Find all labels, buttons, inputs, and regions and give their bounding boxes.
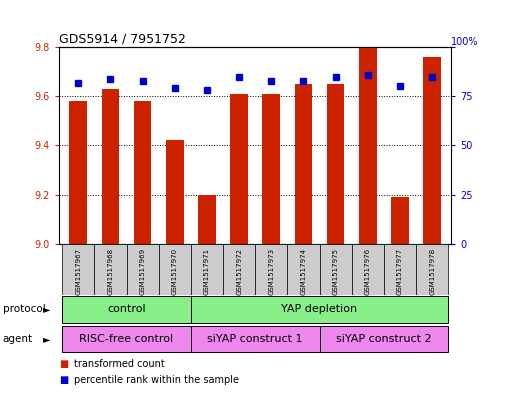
Text: GDS5914 / 7951752: GDS5914 / 7951752 xyxy=(59,33,186,46)
Text: YAP depletion: YAP depletion xyxy=(282,305,358,314)
Text: ■: ■ xyxy=(59,375,68,385)
Text: siYAP construct 1: siYAP construct 1 xyxy=(207,334,303,344)
FancyBboxPatch shape xyxy=(352,244,384,295)
Bar xyxy=(230,94,248,244)
Bar xyxy=(359,47,377,244)
Text: transformed count: transformed count xyxy=(74,359,165,369)
Text: 100%: 100% xyxy=(451,37,479,47)
Text: GSM1517974: GSM1517974 xyxy=(301,248,306,295)
Text: control: control xyxy=(107,305,146,314)
Bar xyxy=(166,140,184,244)
Text: GSM1517971: GSM1517971 xyxy=(204,248,210,295)
FancyBboxPatch shape xyxy=(191,326,320,352)
Text: GSM1517969: GSM1517969 xyxy=(140,248,146,295)
FancyBboxPatch shape xyxy=(320,326,448,352)
Text: GSM1517972: GSM1517972 xyxy=(236,248,242,295)
FancyBboxPatch shape xyxy=(384,244,416,295)
Bar xyxy=(294,84,312,244)
Text: agent: agent xyxy=(3,334,33,344)
Text: GSM1517976: GSM1517976 xyxy=(365,248,371,295)
Bar xyxy=(423,57,441,244)
FancyBboxPatch shape xyxy=(62,244,94,295)
Text: GSM1517970: GSM1517970 xyxy=(172,248,178,295)
Bar xyxy=(391,197,409,244)
Text: GSM1517978: GSM1517978 xyxy=(429,248,435,295)
FancyBboxPatch shape xyxy=(416,244,448,295)
Text: ►: ► xyxy=(44,334,51,344)
FancyBboxPatch shape xyxy=(94,244,127,295)
Bar xyxy=(134,101,151,244)
FancyBboxPatch shape xyxy=(320,244,352,295)
FancyBboxPatch shape xyxy=(223,244,255,295)
Text: GSM1517968: GSM1517968 xyxy=(107,248,113,295)
Text: RISC-free control: RISC-free control xyxy=(80,334,173,344)
Text: GSM1517977: GSM1517977 xyxy=(397,248,403,295)
Bar xyxy=(327,84,345,244)
Text: siYAP construct 2: siYAP construct 2 xyxy=(336,334,432,344)
Bar xyxy=(263,94,280,244)
Text: ►: ► xyxy=(44,305,51,314)
FancyBboxPatch shape xyxy=(127,244,159,295)
Text: GSM1517975: GSM1517975 xyxy=(332,248,339,295)
FancyBboxPatch shape xyxy=(287,244,320,295)
FancyBboxPatch shape xyxy=(191,244,223,295)
Bar xyxy=(102,89,120,244)
Text: percentile rank within the sample: percentile rank within the sample xyxy=(74,375,240,385)
Text: protocol: protocol xyxy=(3,305,45,314)
FancyBboxPatch shape xyxy=(159,244,191,295)
Bar xyxy=(69,101,87,244)
Text: GSM1517967: GSM1517967 xyxy=(75,248,81,295)
FancyBboxPatch shape xyxy=(255,244,287,295)
FancyBboxPatch shape xyxy=(62,296,191,323)
Bar xyxy=(198,195,216,244)
Text: GSM1517973: GSM1517973 xyxy=(268,248,274,295)
Text: ■: ■ xyxy=(59,359,68,369)
FancyBboxPatch shape xyxy=(62,326,191,352)
FancyBboxPatch shape xyxy=(191,296,448,323)
